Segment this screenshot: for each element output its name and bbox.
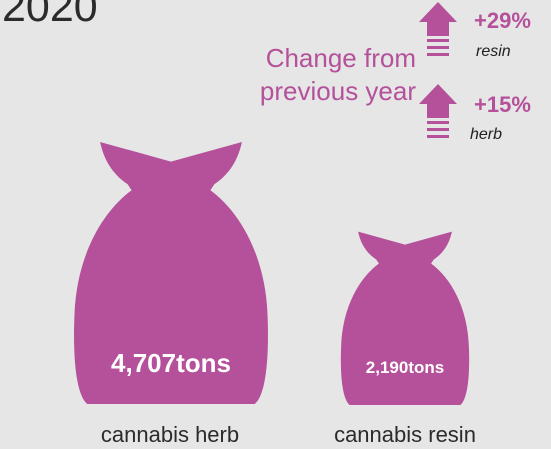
data-label-resin: 2,190tons	[365, 358, 445, 377]
up-arrow-icon	[419, 84, 457, 138]
change-percent-resin: +29%	[474, 8, 531, 33]
data-label-herb: 4,707tons	[111, 348, 231, 378]
change-legend-label: Change from previous year	[186, 42, 416, 108]
change-category-herb: herb	[470, 126, 503, 143]
sack-icon-resin	[340, 231, 470, 405]
category-label-herb: cannabis herb	[100, 422, 240, 447]
up-arrow-icon	[419, 2, 457, 56]
category-label-resin: cannabis resin	[334, 422, 476, 447]
change-percent-herb: +15%	[474, 92, 531, 117]
change-legend-line-2: previous year	[259, 76, 416, 106]
chart-title: 2020	[2, 0, 98, 31]
change-category-resin: resin	[476, 43, 511, 60]
change-legend-line-1: Change from	[265, 43, 416, 73]
sack-icon-herb	[74, 141, 268, 404]
